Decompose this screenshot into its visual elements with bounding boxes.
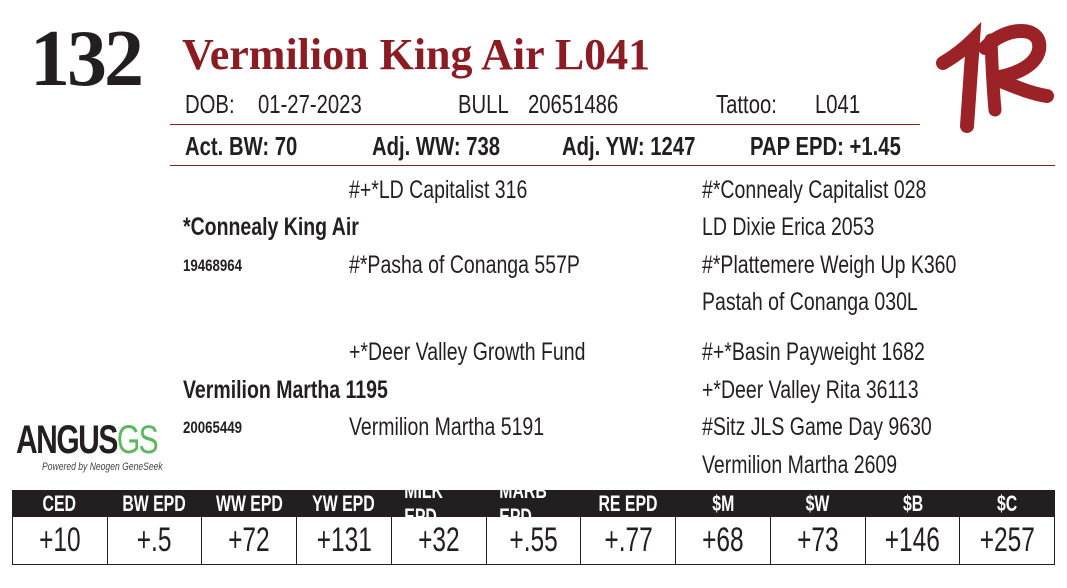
epd-header-label: CED: [42, 490, 77, 516]
dam-name: Vermilion Martha 1195: [183, 376, 388, 404]
sex: BULL: [458, 89, 509, 119]
epd-value: +.5: [137, 521, 172, 559]
epd-value-cell: +.5: [106, 517, 202, 564]
sire-dam-sire: #*Plattemere Weigh Up K360: [702, 251, 957, 279]
epd-value-cell: +72: [201, 517, 296, 564]
dam-dam: Vermilion Martha 5191: [349, 413, 545, 441]
epd-value-cell: +68: [675, 517, 770, 564]
dob-label: DOB:: [185, 89, 235, 119]
dam-sire-sire: #+*Basin Payweight 1682: [702, 338, 925, 366]
dam-dam-dam: Vermilion Martha 2609: [702, 451, 898, 479]
epd-header-label: $M: [712, 490, 735, 516]
epd-header-label: YW EPD: [312, 490, 376, 516]
epd-value: +68: [702, 521, 744, 559]
epd-value-cell: +.55: [485, 517, 581, 564]
lot-number: 132: [30, 15, 144, 103]
angus-gs-logo: ANGUSGS Powered by Neogen GeneSeek: [16, 418, 166, 480]
sire-sire-dam: LD Dixie Erica 2053: [702, 213, 875, 241]
animal-name: Vermilion King Air L041: [182, 30, 651, 79]
registration-number: 20651486: [528, 89, 619, 119]
adjusted-weaning-weight: Adj. WW: 738: [372, 131, 501, 161]
divider: [170, 124, 920, 125]
actual-birth-weight: Act. BW: 70: [185, 131, 298, 161]
epd-header-cell: RE EPD: [581, 490, 676, 517]
epd-header-cell: $M: [676, 490, 771, 517]
sire-name: *Connealy King Air: [183, 213, 359, 241]
epd-value-cell: +10: [13, 517, 107, 564]
logo-accent: GS: [116, 418, 159, 462]
dob-value: 01-27-2023: [258, 89, 362, 119]
brand-mark-icon: [936, 21, 1054, 133]
epd-header-cell: WW EPD: [202, 490, 297, 517]
epd-value: +32: [418, 521, 460, 559]
epd-value: +.77: [604, 521, 653, 559]
dam-dam-sire: #Sitz JLS Game Day 9630: [702, 413, 932, 441]
epd-header-cell: $C: [960, 490, 1055, 517]
tattoo-label: Tattoo:: [716, 89, 777, 119]
sire-dam-dam: Pastah of Conanga 030L: [702, 288, 918, 316]
epd-header-cell: MARB EPD: [486, 490, 581, 517]
sire-registration: 19468964: [183, 256, 242, 275]
epd-header-label: WW EPD: [215, 490, 283, 516]
dam-sire: +*Deer Valley Growth Fund: [349, 338, 586, 366]
sire-sire-sire: #*Connealy Capitalist 028: [702, 176, 927, 204]
epd-header-label: BW EPD: [122, 490, 186, 516]
epd-value: +72: [228, 521, 271, 559]
epd-value: +73: [796, 521, 839, 559]
epd-value-cell: +131: [296, 517, 391, 564]
epd-value-cell: +.77: [580, 517, 675, 564]
sire-dam: #*Pasha of Conanga 557P: [349, 251, 580, 279]
epd-value-cell: +146: [864, 517, 960, 564]
epd-header-label: $B: [902, 490, 923, 516]
dam-sire-dam: +*Deer Valley Rita 36113: [702, 376, 919, 404]
epd-value: +.55: [509, 521, 558, 559]
epd-value-cell: +32: [390, 517, 486, 564]
epd-value-cell: +257: [959, 517, 1054, 564]
epd-header-cell: YW EPD: [296, 490, 391, 517]
epd-header-cell: MILK EPD: [391, 490, 486, 517]
logo-tagline: Powered by Neogen GeneSeek: [42, 461, 163, 473]
divider: [170, 165, 1055, 166]
epd-value: +10: [39, 521, 81, 559]
epd-header-label: $C: [997, 490, 1018, 516]
adjusted-yearling-weight: Adj. YW: 1247: [562, 131, 696, 161]
epd-header-cell: $W: [771, 490, 866, 517]
epd-header-cell: BW EPD: [107, 490, 202, 517]
epd-value: +146: [884, 521, 941, 559]
epd-value: +257: [979, 521, 1035, 559]
epd-header-label: MARB EPD: [499, 490, 547, 517]
sire-sire: #+*LD Capitalist 316: [349, 176, 528, 204]
epd-value: +131: [316, 521, 372, 559]
epd-value-row: +10 +.5 +72 +131 +32 +.55 +.77 +68 +73 +146 +257: [12, 517, 1055, 565]
epd-header-row: CED BW EPD WW EPD YW EPD MILK EPD MARB EPD RE …: [12, 490, 1055, 517]
epd-value-cell: +73: [769, 517, 865, 564]
logo-main: ANGUS: [16, 418, 118, 462]
epd-header-cell: $B: [865, 490, 960, 517]
epd-header-cell: CED: [12, 490, 107, 517]
tattoo-value: L041: [815, 89, 861, 119]
epd-header-label: $W: [806, 490, 830, 516]
pap-epd: PAP EPD: +1.45: [750, 131, 901, 161]
epd-header-label: RE EPD: [598, 490, 658, 516]
epd-table: CED BW EPD WW EPD YW EPD MILK EPD MARB EPD RE …: [12, 490, 1055, 565]
epd-header-label: MILK EPD: [404, 490, 444, 517]
dam-registration: 20065449: [183, 418, 242, 437]
